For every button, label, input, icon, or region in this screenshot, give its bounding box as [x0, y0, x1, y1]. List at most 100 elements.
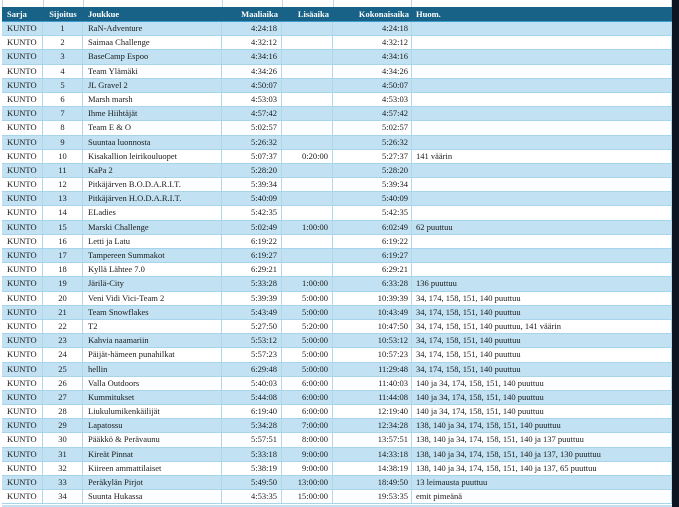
cell-sijoitus: 20	[43, 291, 83, 305]
cell-kokonaisaika: 4:57:42	[333, 107, 412, 121]
table-row: KUNTO 30 Pääkkö & Perävaunu 5:57:51 8:00:00 1…	[2, 433, 672, 448]
cell-lisaaika	[282, 64, 333, 78]
cell-joukkue: Kiireen ammattilaiset	[83, 461, 222, 475]
table-row: KUNTO 24 Päijät-hämeen punahilkat 5:57:23 5:…	[2, 348, 672, 363]
cell-lisaaika	[282, 263, 333, 277]
top-strip-cell	[334, 0, 413, 7]
cell-sijoitus: 5	[43, 78, 83, 92]
cell-maaliaika: 5:34:28	[222, 419, 282, 433]
partial-next-row	[2, 504, 672, 507]
cell-sarja: KUNTO	[2, 234, 43, 248]
top-strip-cell	[223, 0, 283, 7]
cell-huom: 34, 174, 158, 151, 140 puuttuu	[412, 348, 672, 362]
table-row: KUNTO 33 Peräkylän Pirjot 5:49:50 13:00:00 18…	[2, 476, 672, 491]
header-cell-maaliaika: Maaliaika	[241, 9, 278, 19]
cell-huom	[412, 135, 672, 149]
cell-sarja: KUNTO	[2, 490, 43, 504]
cell-sijoitus: 16	[43, 234, 83, 248]
cell-huom	[412, 78, 672, 92]
cell-sarja: KUNTO	[2, 22, 43, 36]
cell-sarja: KUNTO	[2, 334, 43, 348]
table-row: KUNTO 23 Kahvia naamariin 5:53:12 5:00:00 10:…	[2, 334, 672, 349]
cell-huom: 34, 174, 158, 151, 140 puuttuu, 141 väär…	[412, 319, 672, 334]
cell-sarja: KUNTO	[2, 107, 43, 121]
cell-huom	[412, 107, 672, 121]
table-row: KUNTO 20 Veni Vidi Vici-Team 2 5:39:39 5:00:…	[2, 291, 672, 306]
table-row: KUNTO 19 Järilä-City 5:33:28 1:00:00 6:33:28 1…	[2, 277, 672, 292]
cell-kokonaisaika: 6:19:27	[333, 249, 412, 263]
cell-maaliaika: 4:50:07	[222, 78, 282, 92]
table-row: KUNTO 12 Pitkäjärven B.O.D.A.R.I.T. 5:39:34…	[2, 178, 672, 193]
cell-joukkue: Team Ylämäki	[83, 64, 222, 78]
table-row: KUNTO 17 Tampereen Summakot 6:19:27 6:19:27	[2, 249, 672, 264]
cell-joukkue: BaseCamp Espoo	[83, 50, 222, 64]
table-row: KUNTO 25 hellin 6:29:48 5:00:00 11:29:48 34, 1…	[2, 362, 672, 377]
table-row: KUNTO 10 Kisakallion leirikouluopet 5:07:37…	[2, 149, 672, 164]
cell-sijoitus: 2	[43, 36, 83, 50]
cell-joukkue: Peräkylän Pirjot	[83, 476, 222, 490]
cell-sarja: KUNTO	[2, 220, 43, 234]
table-row: KUNTO 21 Team Snowflakes 5:43:49 5:00:00 10:4…	[2, 305, 672, 320]
cell-kokonaisaika: 5:02:57	[333, 121, 412, 135]
cell-lisaaika	[282, 121, 333, 135]
cell-huom	[412, 206, 672, 220]
cell-joukkue: KaPa 2	[83, 163, 222, 178]
table-row: KUNTO 31 Kireät Pinnat 5:33:18 9:00:00 14:33:…	[2, 447, 672, 462]
cell-joukkue: Lapatossu	[83, 419, 222, 433]
cell-lisaaika: 8:00:00	[282, 433, 333, 447]
cell-sijoitus: 25	[43, 362, 83, 376]
top-strip-cell	[412, 0, 672, 7]
cell-maaliaika: 5:42:35	[222, 206, 282, 220]
cell-huom: 140 ja 34, 174, 158, 151, 140 puuttuu	[412, 405, 672, 419]
cell-maaliaika: 4:24:18	[222, 22, 282, 36]
cell-lisaaika	[282, 234, 333, 248]
cell-kokonaisaika: 14:33:18	[333, 447, 412, 461]
cell-sarja: KUNTO	[2, 362, 43, 376]
cell-kokonaisaika: 4:34:16	[333, 50, 412, 64]
cell-sarja: KUNTO	[2, 178, 43, 192]
table-header-row: Sarja Sijoitus Joukkue Maaliaika Lisäaika Kok…	[2, 7, 672, 22]
cell-huom: 141 väärin	[412, 149, 672, 163]
cell-sarja: KUNTO	[2, 149, 43, 163]
cell-sijoitus: 30	[43, 433, 83, 447]
table-row: KUNTO 27 Kummitukset 5:44:08 6:00:00 11:44:08…	[2, 390, 672, 406]
cell-sijoitus: 7	[43, 107, 83, 121]
cell-maaliaika: 5:43:49	[222, 305, 282, 319]
cell-huom	[412, 234, 672, 248]
cell-sijoitus: 3	[43, 50, 83, 64]
cell-kokonaisaika: 14:38:19	[333, 461, 412, 475]
cell-joukkue: Valla Outdoors	[83, 376, 222, 390]
cell-sarja: KUNTO	[2, 50, 43, 64]
cell-huom: 138, 140 ja 34, 174, 158, 151, 140 ja 13…	[412, 461, 672, 475]
cell-lisaaika: 5:00:00	[282, 291, 333, 305]
cell-huom: 138, 140 ja 34, 174, 158, 151, 140 puutt…	[412, 419, 672, 433]
cell-maaliaika: 6:19:22	[222, 234, 282, 248]
cell-joukkue: Pääkkö & Perävaunu	[83, 433, 222, 447]
cell-sarja: KUNTO	[2, 390, 43, 405]
cell-lisaaika	[282, 107, 333, 121]
cell-sijoitus: 29	[43, 419, 83, 433]
cell-sarja: KUNTO	[2, 461, 43, 475]
cell-kokonaisaika: 5:40:09	[333, 192, 412, 206]
cell-maaliaika: 4:34:26	[222, 64, 282, 78]
top-strip-cell	[3, 0, 44, 7]
cell-joukkue: Päijät-hämeen punahilkat	[83, 348, 222, 362]
cell-kokonaisaika: 5:39:34	[333, 178, 412, 192]
cell-maaliaika: 6:19:27	[222, 249, 282, 263]
cell-sijoitus: 15	[43, 220, 83, 234]
cell-maaliaika: 6:29:21	[222, 263, 282, 277]
cell-sarja: KUNTO	[2, 405, 43, 419]
cell-sarja: KUNTO	[2, 376, 43, 390]
cell-joukkue: hellin	[83, 362, 222, 376]
table-row: KUNTO 2 Saimaa Challenge 4:32:12 4:32:12	[2, 36, 672, 51]
cell-huom	[412, 64, 672, 78]
cell-kokonaisaika: 4:53:03	[333, 92, 412, 107]
cell-kokonaisaika: 13:57:51	[333, 433, 412, 447]
cell-kokonaisaika: 4:32:12	[333, 36, 412, 50]
cell-sijoitus: 22	[43, 319, 83, 334]
table-row: KUNTO 32 Kiireen ammattilaiset 5:38:19 9:00:…	[2, 461, 672, 476]
cell-sarja: KUNTO	[2, 263, 43, 277]
cell-lisaaika: 5:20:00	[282, 319, 333, 334]
cell-huom	[412, 121, 672, 135]
